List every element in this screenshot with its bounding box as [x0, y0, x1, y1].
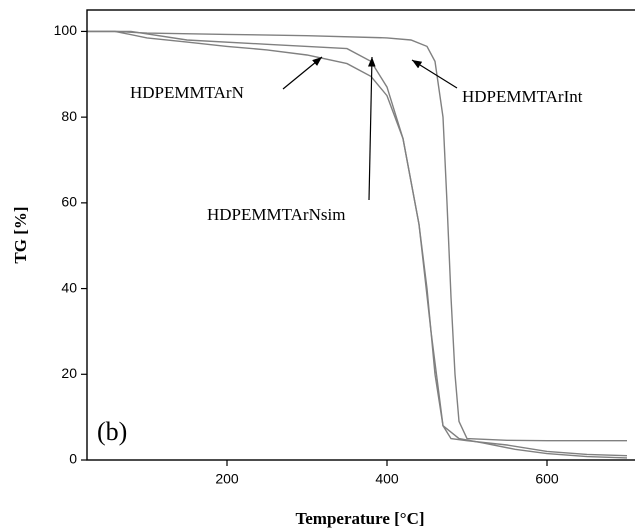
x-axis-label: Temperature [°C] — [295, 509, 424, 528]
plot-frame — [86, 9, 635, 461]
annotation-arrow — [282, 56, 323, 90]
series-annotation: HDPEMMTArNsim — [207, 205, 345, 224]
x-tick-label: 200 — [215, 471, 239, 487]
series-line — [87, 30, 627, 442]
y-tick-label: 100 — [54, 22, 78, 38]
y-tick-label: 20 — [61, 365, 77, 381]
panel-label: (b) — [97, 417, 127, 446]
series-annotation: HDPEMMTArInt — [462, 87, 583, 106]
y-tick-label: 0 — [69, 451, 77, 467]
series-annotation: HDPEMMTArN — [130, 83, 244, 102]
annotation-arrow — [411, 59, 458, 89]
y-tick-label: 60 — [61, 194, 77, 210]
y-tick-label: 40 — [61, 279, 77, 295]
x-tick-label: 600 — [535, 471, 559, 487]
y-tick-label: 80 — [61, 108, 77, 124]
annotation-arrow — [367, 56, 376, 201]
y-axis-label: TG [%] — [11, 206, 30, 263]
series-line — [87, 30, 628, 459]
x-tick-label: 400 — [375, 471, 399, 487]
